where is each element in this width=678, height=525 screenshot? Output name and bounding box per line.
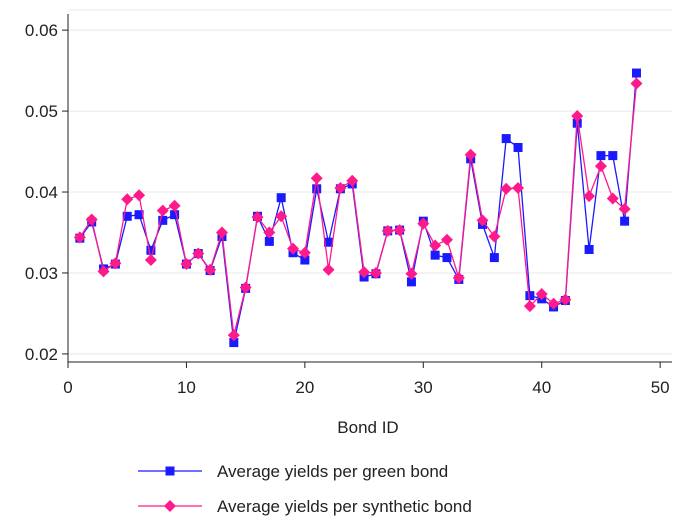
data-point — [620, 216, 630, 226]
data-point — [300, 255, 310, 265]
data-point — [73, 231, 86, 244]
data-point — [229, 338, 239, 348]
x-tick-label: 10 — [177, 378, 196, 397]
y-tick-label: 0.06 — [25, 21, 58, 40]
data-point — [583, 190, 596, 203]
data-point — [227, 329, 240, 342]
legend-label: Average yields per synthetic bond — [217, 497, 472, 516]
data-point — [146, 245, 156, 255]
data-point — [133, 189, 146, 202]
legend-marker — [164, 500, 176, 512]
data-point — [393, 224, 406, 237]
legend-label: Average yields per green bond — [217, 462, 448, 481]
data-point — [584, 244, 594, 254]
data-point — [594, 160, 607, 173]
data-point — [464, 148, 477, 161]
data-point — [158, 215, 168, 225]
data-point — [276, 193, 286, 203]
data-point — [452, 271, 465, 284]
data-point — [275, 210, 288, 223]
data-point — [312, 184, 322, 194]
series-2 — [73, 77, 643, 342]
data-point — [440, 233, 453, 246]
series-layer — [73, 68, 643, 348]
data-point — [525, 291, 535, 301]
data-point — [547, 297, 560, 310]
data-point — [489, 253, 499, 263]
data-point — [631, 68, 641, 78]
data-point — [618, 203, 631, 216]
data-point — [324, 237, 334, 247]
y-tick-label: 0.02 — [25, 345, 58, 364]
data-point — [513, 143, 523, 153]
data-point — [476, 214, 489, 227]
data-point — [559, 293, 572, 306]
data-point — [122, 211, 132, 221]
data-point — [134, 210, 144, 220]
y-tick-label: 0.05 — [25, 102, 58, 121]
data-point — [322, 263, 335, 276]
x-tick-label: 20 — [295, 378, 314, 397]
data-point — [346, 174, 359, 187]
data-point — [239, 281, 252, 294]
data-point — [523, 300, 536, 313]
data-point — [512, 181, 525, 194]
data-point — [571, 109, 584, 122]
y-tick-label: 0.03 — [25, 264, 58, 283]
legend-marker — [165, 466, 175, 476]
data-point — [156, 204, 169, 217]
data-point — [535, 288, 548, 301]
data-point — [264, 236, 274, 246]
x-tick-label: 0 — [63, 378, 72, 397]
data-point — [381, 224, 394, 237]
axes: 0.02 0.03 0.04 0.05 0.06 0 10 20 30 40 50 — [25, 14, 672, 397]
data-point — [144, 254, 157, 267]
data-point — [109, 257, 122, 270]
data-point — [442, 253, 452, 263]
data-point — [429, 239, 442, 252]
data-point — [287, 242, 300, 255]
data-point — [170, 210, 180, 220]
data-point — [310, 172, 323, 185]
legend-item-2: Average yields per synthetic bond — [138, 497, 472, 516]
data-point — [596, 151, 606, 161]
data-point — [215, 226, 228, 239]
data-point — [251, 211, 264, 224]
data-point — [406, 277, 416, 287]
data-point — [608, 151, 618, 161]
data-point — [204, 263, 217, 276]
data-point — [630, 77, 643, 90]
legend: Average yields per green bond Average yie… — [138, 462, 472, 516]
data-point — [501, 134, 511, 144]
data-point — [500, 182, 513, 195]
data-point — [334, 181, 347, 194]
data-point — [298, 246, 311, 259]
data-point — [192, 247, 205, 260]
data-point — [369, 266, 382, 279]
x-tick-label: 30 — [414, 378, 433, 397]
x-tick-label: 50 — [651, 378, 670, 397]
y-tick-label: 0.04 — [25, 183, 58, 202]
data-point — [430, 250, 440, 260]
data-point — [85, 213, 98, 226]
data-point — [168, 199, 181, 212]
data-point — [97, 265, 110, 278]
data-point — [180, 258, 193, 271]
data-point — [121, 193, 134, 206]
legend-item-1: Average yields per green bond — [138, 462, 448, 481]
data-point — [606, 192, 619, 205]
x-tick-label: 40 — [532, 378, 551, 397]
data-point — [488, 230, 501, 243]
x-axis-label: Bond ID — [337, 418, 398, 437]
data-point — [417, 217, 430, 230]
data-point — [405, 267, 418, 280]
data-point — [263, 226, 276, 239]
data-point — [358, 266, 371, 279]
gridlines — [68, 9, 672, 355]
